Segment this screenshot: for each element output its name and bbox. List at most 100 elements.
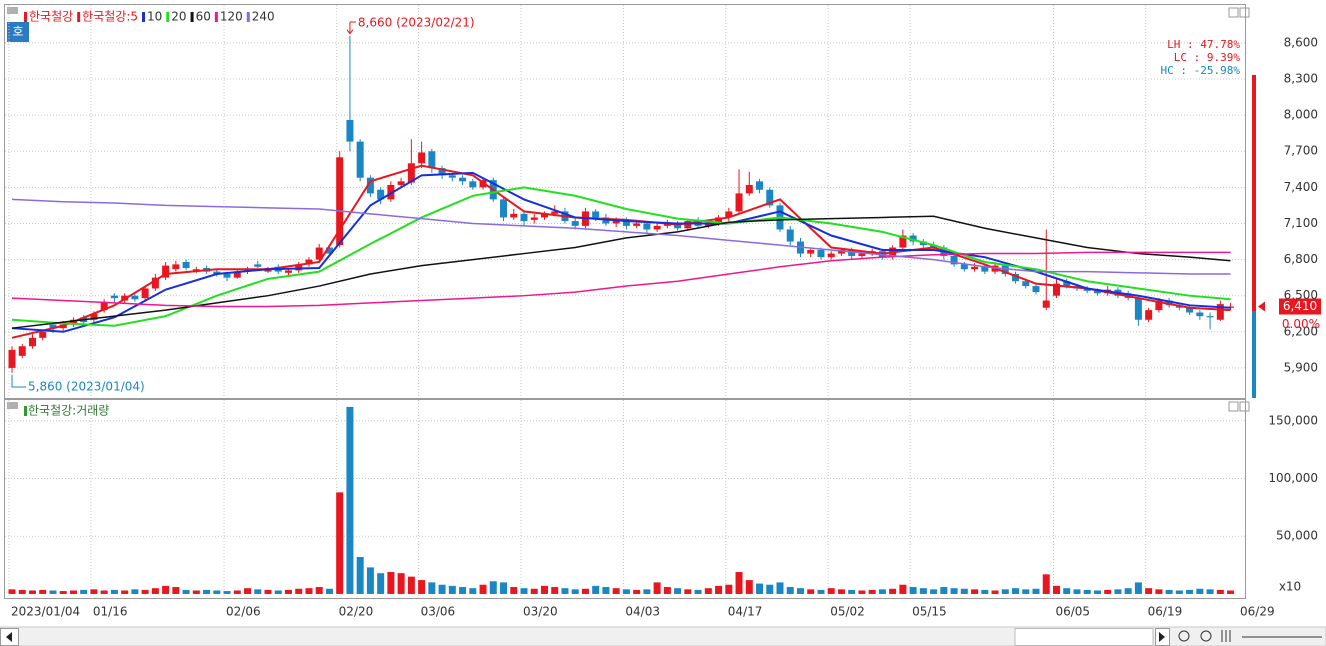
volume-bar [377, 573, 385, 594]
candle-body [704, 223, 712, 226]
candle-body [295, 264, 303, 271]
volume-bar [612, 588, 620, 594]
volume-bar [438, 584, 446, 594]
window-button[interactable] [1228, 401, 1239, 412]
volume-bar [1186, 589, 1194, 594]
legend-mark [142, 12, 146, 22]
volume-bar [694, 589, 702, 594]
range-bar-down [1252, 311, 1256, 398]
volume-bar [18, 589, 26, 594]
ma-line [11, 198, 1231, 275]
candle-body [971, 266, 979, 270]
candle-body [643, 223, 651, 230]
x-tick-label: 02/06 [226, 605, 261, 619]
candle-body [100, 301, 108, 311]
zoom-in[interactable] [1200, 630, 1212, 642]
legend-label: 60 [196, 10, 211, 24]
volume-bar [715, 585, 723, 594]
price-box [1279, 298, 1321, 315]
candle-body [817, 249, 825, 258]
candle-body [284, 270, 292, 273]
candle-body [674, 223, 682, 229]
volume-bar [1032, 588, 1040, 594]
volume-bar [223, 591, 231, 594]
legend-mark [166, 12, 170, 22]
x-tick-label: 04/17 [728, 605, 763, 619]
window-button[interactable] [1228, 7, 1239, 18]
candle-body [1093, 290, 1101, 294]
legend-label: 한국철강 [29, 10, 73, 24]
volume-bar [571, 589, 579, 594]
candle-body [715, 217, 723, 224]
legend-label: 240 [252, 10, 275, 24]
candle-body [530, 217, 538, 220]
volume-bar [796, 588, 804, 594]
candle-body [837, 249, 845, 254]
candle-body [551, 211, 559, 214]
volume-bar [479, 584, 487, 594]
volume-bar [1145, 588, 1153, 594]
window-button[interactable] [1239, 401, 1250, 412]
volume-bar [141, 589, 149, 594]
volume-unit: x10 [1279, 580, 1301, 594]
candle-body [377, 189, 385, 200]
candle-body [182, 261, 190, 269]
candle-body [49, 324, 57, 329]
volume-bar [469, 588, 477, 594]
volume-bar [981, 589, 989, 594]
candle-body [756, 181, 764, 190]
volume-bar [489, 581, 497, 594]
y-tick-label: 7,400 [1284, 180, 1318, 194]
candle-body [745, 184, 753, 194]
volume-bar [264, 589, 272, 594]
candle-body [1052, 283, 1060, 296]
x-tick-label: 03/06 [421, 605, 456, 619]
candle-body [305, 259, 313, 265]
y-tick-label: 150,000 [1268, 413, 1318, 427]
volume-bar [940, 587, 948, 594]
legend-mark [214, 12, 218, 22]
stat-label: HC : -25.98% [1161, 64, 1241, 77]
candle-body [356, 141, 364, 178]
high-arrow [346, 21, 356, 35]
toolbar-icons[interactable] [1221, 630, 1322, 642]
low-label: 5,860 (2023/01/04) [28, 380, 145, 394]
candle-body [448, 175, 456, 178]
volume-legend: 한국철강:거래량 [28, 404, 109, 418]
volume-bar [837, 589, 845, 594]
scroll-thumb[interactable] [1014, 628, 1154, 646]
low-arrow [11, 374, 26, 388]
y-tick-label: 7,700 [1284, 144, 1318, 158]
volume-bar [397, 573, 405, 594]
x-tick-label: 04/03 [625, 605, 660, 619]
candle-body [438, 168, 446, 176]
volume-bar [1196, 588, 1204, 594]
volume-bar [28, 590, 36, 594]
legend-label: 120 [220, 10, 243, 24]
zoom-out[interactable] [1178, 630, 1190, 642]
scrollbar[interactable] [0, 626, 1326, 646]
candle-body [1032, 286, 1040, 293]
candle-body [1155, 300, 1163, 311]
volume-bar [971, 589, 979, 594]
window-button[interactable] [1239, 7, 1250, 18]
candle-body [1001, 265, 1009, 275]
volume-bar [602, 587, 610, 594]
volume-bar [1227, 590, 1235, 594]
candle-body [110, 295, 118, 299]
last-price: 6,410 [1283, 299, 1317, 313]
candle-body [254, 264, 262, 267]
y-tick-label: 6,800 [1284, 252, 1318, 266]
mode-icon[interactable] [7, 22, 29, 42]
volume-bar [551, 587, 559, 594]
arrow-left [6, 632, 12, 642]
stat-label: LH : 47.78% [1167, 38, 1240, 51]
volume-bar [366, 567, 374, 594]
volume-bar [500, 582, 508, 594]
y-tick-label: 8,300 [1284, 72, 1318, 86]
candle-body [141, 288, 149, 299]
volume-bar [1124, 588, 1132, 594]
candle-body [571, 221, 579, 226]
legend-mark [190, 12, 194, 22]
volume-bar [121, 590, 129, 594]
